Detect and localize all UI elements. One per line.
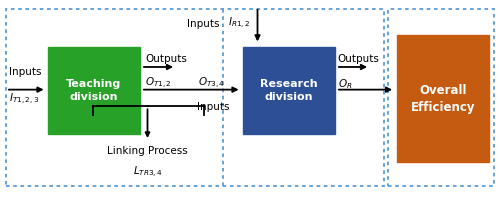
Text: $O_{T3,4}$: $O_{T3,4}$ xyxy=(198,76,224,91)
FancyBboxPatch shape xyxy=(242,47,335,134)
Text: Inputs: Inputs xyxy=(188,19,220,29)
Text: $I_{T1,2,3}$: $I_{T1,2,3}$ xyxy=(9,92,39,107)
Text: Overall
Efficiency: Overall Efficiency xyxy=(410,84,475,113)
Text: Research
division: Research division xyxy=(260,79,318,102)
Text: $I_{R1,2}$: $I_{R1,2}$ xyxy=(228,16,250,31)
Text: $O_{T1,2}$: $O_{T1,2}$ xyxy=(145,76,172,91)
Text: $O_R$: $O_R$ xyxy=(338,77,352,91)
FancyBboxPatch shape xyxy=(396,35,489,162)
FancyBboxPatch shape xyxy=(48,47,140,134)
Text: Inputs: Inputs xyxy=(9,67,42,77)
Text: $L_{TR3,4}$: $L_{TR3,4}$ xyxy=(132,165,162,180)
Text: Outputs: Outputs xyxy=(145,54,187,64)
Text: Teaching
division: Teaching division xyxy=(66,79,122,102)
Text: Linking Process: Linking Process xyxy=(107,146,188,156)
Text: Outputs: Outputs xyxy=(338,54,380,64)
Text: Inputs: Inputs xyxy=(198,102,230,112)
